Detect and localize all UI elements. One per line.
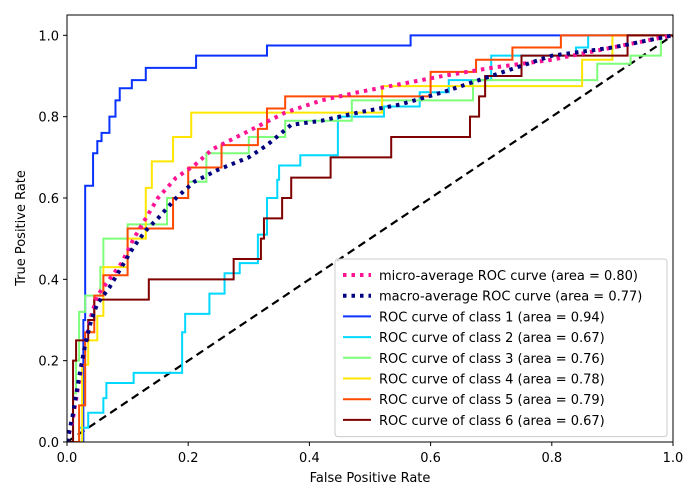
legend-label: ROC curve of class 4 (area = 0.78) <box>379 373 605 388</box>
series-layer <box>67 33 673 442</box>
series-line-roc-curve-of-class-5 <box>67 34 673 442</box>
x-tick-label: 1.0 <box>663 451 684 466</box>
y-axis-label: True Positive Rate <box>14 170 29 287</box>
x-tick-label: 0.2 <box>178 451 199 466</box>
legend: micro-average ROC curve (area = 0.80) mac… <box>334 258 668 438</box>
y-tick-label: 0.4 <box>38 273 59 288</box>
legend-label: ROC curve of class 2 (area = 0.67) <box>379 331 605 346</box>
y-tick-label: 0.8 <box>38 111 59 126</box>
x-tick-label: 0.4 <box>299 451 320 466</box>
series-line-macro-average-roc-curve <box>67 33 673 442</box>
legend-label: micro-average ROC curve (area = 0.80) <box>379 269 638 284</box>
x-axis-label: False Positive Rate <box>310 471 431 486</box>
axes-layer: 0.0 0.2 0.4 0.6 0.8 1.0 0.0 0.2 0.4 0.6 0.8 1.0 <box>38 14 684 466</box>
x-tick-label: 0.6 <box>420 451 441 466</box>
series-line-roc-curve-of-class-4 <box>67 34 673 442</box>
y-tick-label: 1.0 <box>38 29 59 44</box>
legend-label: ROC curve of class 5 (area = 0.79) <box>379 393 605 408</box>
y-tick-label: 0.2 <box>38 355 59 370</box>
legend-box <box>334 258 668 438</box>
chance-line <box>67 34 673 442</box>
series-line-roc-curve-of-class-1 <box>67 34 673 442</box>
legend-label: ROC curve of class 1 (area = 0.94) <box>379 310 605 325</box>
legend-label: ROC curve of class 3 (area = 0.76) <box>379 352 605 367</box>
x-tick-label: 0.8 <box>541 451 562 466</box>
y-tick-label: 0.0 <box>38 436 59 451</box>
x-tick-label: 0.0 <box>57 451 78 466</box>
legend-label: macro-average ROC curve (area = 0.77) <box>379 290 642 305</box>
legend-label: ROC curve of class 6 (area = 0.67) <box>379 414 605 429</box>
y-tick-label: 0.6 <box>38 192 59 207</box>
axes-frame <box>66 14 674 443</box>
